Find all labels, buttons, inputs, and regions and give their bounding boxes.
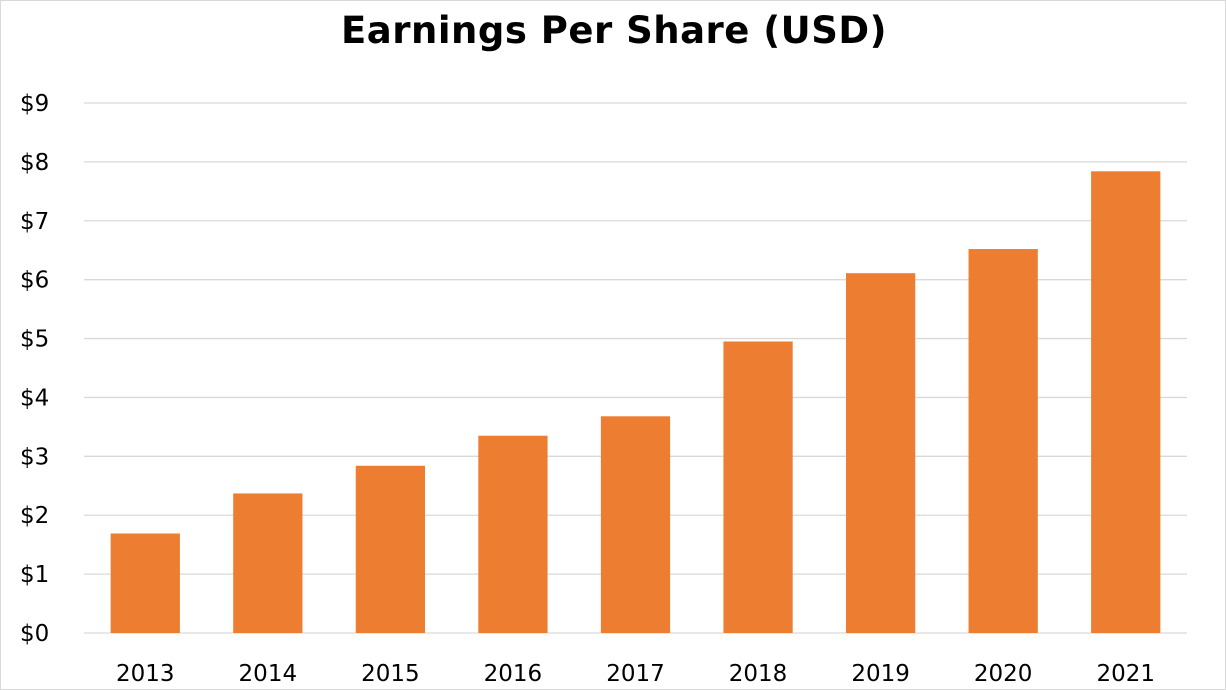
bar: [110, 533, 180, 633]
y-tick-label: $0: [20, 621, 49, 647]
bar: [355, 465, 426, 633]
bar: [845, 273, 916, 633]
bar: [600, 416, 671, 633]
y-tick-label: $9: [20, 91, 49, 117]
chart-title: Earnings Per Share (USD): [341, 9, 887, 52]
y-tick-label: $4: [20, 385, 49, 411]
x-tick-label: 2014: [239, 661, 298, 687]
x-tick-label: 2020: [974, 661, 1033, 687]
bar: [478, 435, 548, 633]
y-tick-label: $7: [20, 209, 49, 235]
bar: [1091, 171, 1161, 634]
x-tick-label: 2019: [851, 661, 910, 687]
bar: [723, 341, 793, 633]
x-tick-label: 2021: [1096, 661, 1155, 687]
x-axis: 2013 2014 2015 2016 2017 2018 2019 2020 2021: [116, 661, 1155, 687]
y-tick-label: $8: [20, 150, 49, 176]
x-tick-label: 2013: [116, 661, 175, 687]
x-tick-label: 2016: [484, 661, 543, 687]
x-tick-label: 2018: [729, 661, 788, 687]
bar: [968, 249, 1038, 634]
y-tick-label: $3: [20, 444, 49, 470]
y-tick-label: $2: [20, 503, 49, 529]
y-axis: $0 $1 $2 $3 $4 $5 $6 $7 $8 $9: [20, 91, 49, 647]
y-tick-label: $5: [20, 327, 49, 353]
x-tick-label: 2017: [606, 661, 665, 687]
y-tick-label: $1: [20, 562, 49, 588]
bars: [110, 171, 1161, 634]
x-tick-label: 2015: [361, 661, 420, 687]
y-tick-label: $6: [20, 268, 49, 294]
bar: [233, 493, 303, 633]
